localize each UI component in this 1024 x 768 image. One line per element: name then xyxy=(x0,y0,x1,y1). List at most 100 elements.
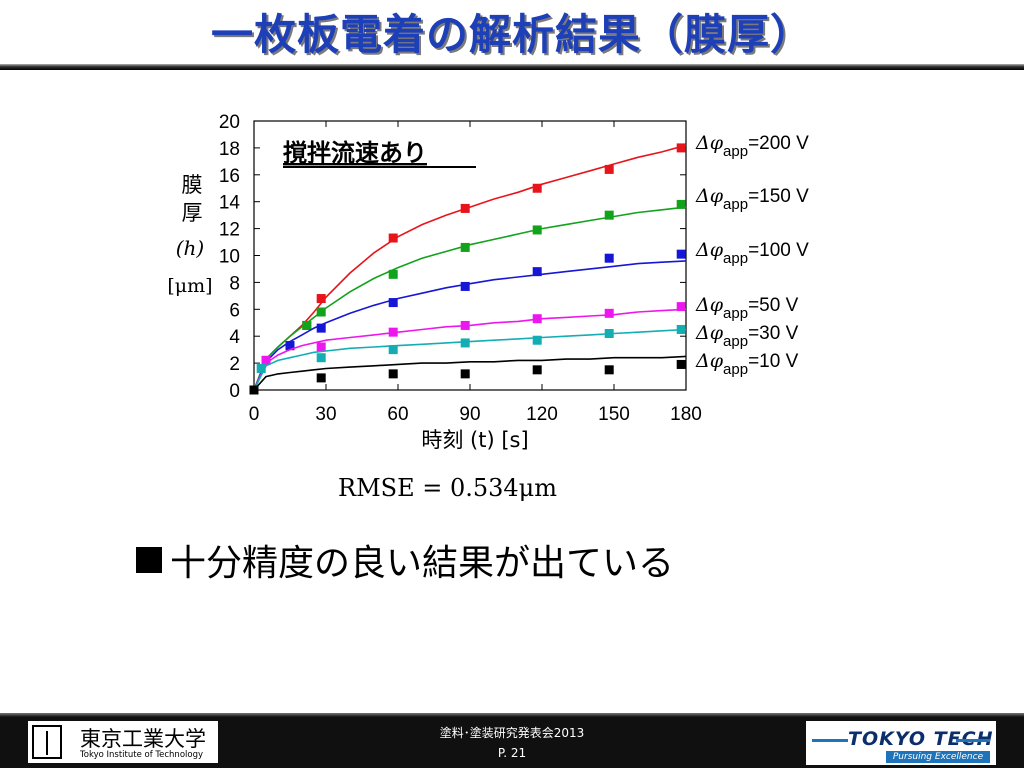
y-axis-label-symbol: (h) xyxy=(176,236,205,260)
conclusion-text: 十分精度の良い結果が出ている xyxy=(170,543,675,584)
series-label-subscript: app xyxy=(723,196,748,213)
data-point xyxy=(676,324,686,334)
data-point xyxy=(604,308,614,318)
data-point xyxy=(388,345,398,355)
y-tick-label: 18 xyxy=(219,139,240,160)
y-tick-label: 14 xyxy=(219,193,241,214)
data-point xyxy=(460,203,470,213)
y-tick-label: 20 xyxy=(219,112,240,133)
x-tick-label: 60 xyxy=(387,404,408,425)
series-label-subscript: app xyxy=(723,143,748,160)
series-label-value: =200 V xyxy=(748,133,809,154)
data-point xyxy=(388,233,398,243)
data-point xyxy=(604,253,614,263)
x-tick-label: 90 xyxy=(459,404,480,425)
data-point xyxy=(532,183,542,193)
data-point xyxy=(676,302,686,312)
x-tick-label: 30 xyxy=(315,404,336,425)
plot-area: 0 30 60 90 120 150 180 0 2 4 6 8 10 12 14 16 18 20 膜厚 (h) [μ… xyxy=(167,112,809,452)
logo-accent-line-left xyxy=(812,739,848,742)
data-point xyxy=(604,365,614,375)
logo-university-name-en: Tokyo Institute of Technology xyxy=(80,750,204,760)
data-point xyxy=(285,341,295,351)
series-label-symbol: Δφ xyxy=(695,132,724,154)
data-point xyxy=(532,314,542,324)
data-point xyxy=(388,269,398,279)
titech-logo: 東京工業大学 Tokyo Institute of Technology xyxy=(28,721,218,763)
fit-curve xyxy=(253,355,687,391)
data-point xyxy=(604,210,614,220)
fit-curve xyxy=(253,328,687,391)
thickness-chart: 0 30 60 90 120 150 180 0 2 4 6 8 10 12 14 16 18 20 膜厚 (h) [μ… xyxy=(167,112,809,452)
y-tick-label: 8 xyxy=(229,273,240,294)
fit-curve xyxy=(253,308,687,391)
series-label-symbol: Δφ xyxy=(695,185,724,207)
y-tick-label: 10 xyxy=(219,247,240,268)
data-point xyxy=(249,385,259,395)
footer-page-number: P. 21 xyxy=(497,746,527,760)
series-label-subscript: app xyxy=(723,333,748,350)
data-point xyxy=(460,320,470,330)
y-axis-label-line2: 厚 xyxy=(182,201,203,225)
series-label-value: =30 V xyxy=(748,323,799,344)
y-tick-label: 16 xyxy=(219,166,240,187)
data-point xyxy=(676,199,686,209)
data-point xyxy=(316,342,326,352)
x-axis-label: 時刻 (t) [s] xyxy=(421,428,528,452)
y-axis-label-unit: [μm] xyxy=(167,275,212,297)
logo-tokyo-tech-text: TOKYO TECH xyxy=(848,728,994,750)
data-point xyxy=(302,320,312,330)
fit-curve xyxy=(253,260,687,391)
data-point xyxy=(532,335,542,345)
data-point xyxy=(316,353,326,363)
data-point xyxy=(676,143,686,153)
footer-gradient xyxy=(0,713,1024,717)
data-point xyxy=(604,329,614,339)
series-label-value: =10 V xyxy=(748,351,799,372)
fit-curve xyxy=(253,206,687,391)
logo-tagline: Pursuing Excellence xyxy=(886,751,990,763)
y-tick-label: 12 xyxy=(219,220,240,241)
slide-title: 一枚板電着の解析結果（膜厚） xyxy=(210,10,813,59)
data-point xyxy=(316,323,326,333)
series-label-subscript: app xyxy=(723,250,748,267)
series-label: Δφapp=100 V xyxy=(695,239,809,267)
data-point xyxy=(256,363,266,373)
y-tick-label: 2 xyxy=(229,354,240,375)
series-label-subscript: app xyxy=(723,305,748,322)
series-label-value: =150 V xyxy=(748,186,809,207)
conclusion-bullet: 十分精度の良い結果が出ている xyxy=(136,534,674,586)
series-label-symbol: Δφ xyxy=(695,294,724,316)
titech-emblem-icon xyxy=(32,725,62,759)
series-label: Δφapp=30 V xyxy=(695,322,799,350)
data-point xyxy=(316,373,326,383)
data-point xyxy=(532,267,542,277)
x-tick-label: 0 xyxy=(249,404,260,425)
series-label-subscript: app xyxy=(723,361,748,378)
title-divider xyxy=(0,64,1024,70)
y-axis-label-line1: 膜 xyxy=(182,173,203,197)
logo-university-name-jp: 東京工業大学 xyxy=(80,727,206,751)
data-point xyxy=(676,359,686,369)
logo-accent-line-right xyxy=(956,739,990,742)
data-point xyxy=(388,298,398,308)
data-point xyxy=(388,369,398,379)
data-point xyxy=(460,242,470,252)
series-label: Δφapp=150 V xyxy=(695,185,809,213)
data-point xyxy=(460,338,470,348)
data-point xyxy=(316,307,326,317)
series-label-symbol: Δφ xyxy=(695,322,724,344)
y-tick-label: 0 xyxy=(229,381,240,402)
data-point xyxy=(460,369,470,379)
rmse-value: RMSE = 0.534μm xyxy=(338,474,558,502)
y-tick-label: 6 xyxy=(229,300,240,321)
chart-annotation: 撹拌流速あり xyxy=(283,139,427,167)
series-label-value: =50 V xyxy=(748,295,799,316)
data-point xyxy=(388,327,398,337)
data-point xyxy=(604,164,614,174)
series-label-value: =100 V xyxy=(748,240,809,261)
data-point xyxy=(261,355,271,365)
tokyo-tech-logo: TOKYO TECH Pursuing Excellence xyxy=(806,721,996,765)
x-tick-label: 120 xyxy=(526,404,558,425)
series-label-symbol: Δφ xyxy=(695,239,724,261)
